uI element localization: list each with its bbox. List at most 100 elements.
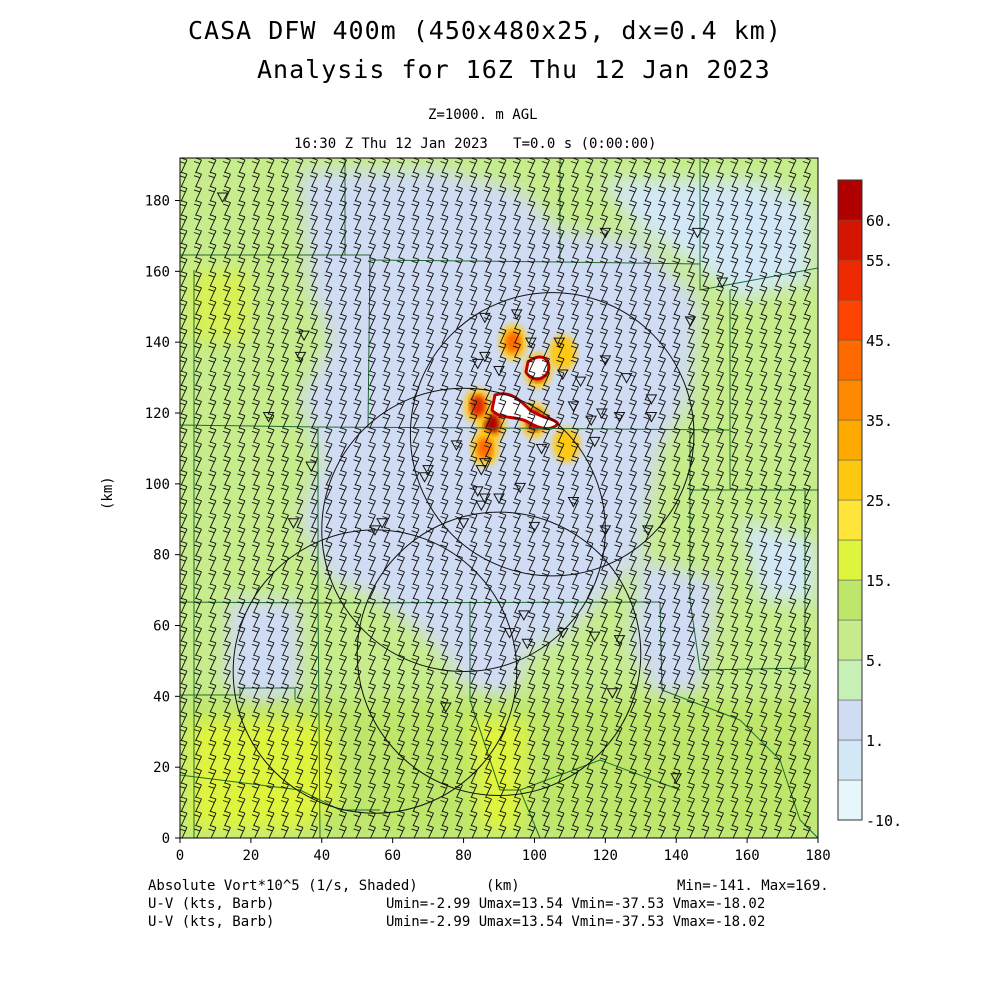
wind-barb (396, 824, 405, 838)
wind-barb (469, 285, 478, 301)
wind-barb (440, 398, 449, 415)
wind-barb (367, 682, 376, 699)
wind-barb (556, 697, 565, 713)
wind-barb (469, 427, 478, 443)
wind-barb (744, 753, 753, 770)
station-triangle (422, 465, 434, 476)
wind-barb (686, 185, 695, 202)
wind-barb (570, 682, 579, 699)
wind-barb (744, 214, 753, 230)
wind-barb (802, 555, 811, 571)
wind-barb (701, 768, 710, 784)
wind-barb (759, 356, 768, 372)
wind-barb (338, 484, 347, 500)
wind-barb (309, 498, 318, 514)
wind-barb (628, 824, 637, 838)
wind-barb (686, 441, 695, 458)
wind-barb (498, 413, 507, 429)
colorbar-segment (837, 739, 863, 781)
wind-barb (599, 796, 608, 813)
wind-barb (208, 753, 217, 770)
wind-barb (411, 782, 420, 798)
wind-barb (802, 441, 811, 458)
wind-barb (469, 597, 478, 614)
wind-barb (324, 526, 333, 543)
wind-barb (628, 555, 637, 571)
wind-barb (498, 512, 507, 529)
wind-barb (396, 327, 405, 344)
wind-barb (469, 782, 478, 798)
wind-barb (744, 569, 753, 585)
wind-barb (425, 753, 434, 770)
wind-barb (773, 540, 782, 557)
wind-barb (295, 540, 304, 557)
wind-barb (208, 597, 217, 614)
colorbar-segment (837, 259, 863, 301)
wind-barb (222, 611, 231, 628)
wind-barb (541, 540, 550, 557)
wind-barb (266, 711, 275, 727)
wind-barb (512, 327, 521, 344)
wind-barb (527, 469, 536, 486)
wind-barb (773, 569, 782, 585)
wind-barb (657, 469, 666, 486)
x-tick-label: 60 (384, 848, 401, 864)
wind-barb (773, 356, 782, 372)
wind-barb (527, 512, 536, 529)
wind-barb (672, 313, 681, 330)
wind-barb (744, 626, 753, 642)
wind-barb (353, 768, 362, 784)
wind-barb (643, 327, 652, 344)
wind-barb (251, 668, 260, 685)
wind-barb (208, 498, 217, 514)
wind-barb (744, 228, 753, 245)
wind-barb (802, 413, 811, 429)
wind-barb (382, 200, 391, 216)
wind-barb (788, 342, 797, 358)
wind-barb (614, 526, 623, 543)
wind-barb (295, 214, 304, 230)
wind-barb (483, 711, 492, 727)
wind-barb (701, 526, 710, 543)
wind-barb (440, 214, 449, 230)
wind-barb (309, 824, 318, 838)
station-triangle (556, 628, 569, 639)
wind-barb (396, 484, 405, 500)
wind-barb (280, 342, 289, 358)
station-triangle (216, 192, 229, 203)
wind-barb (338, 626, 347, 642)
wind-barb (672, 711, 681, 727)
wind-barb (425, 498, 434, 514)
wind-barb (295, 725, 304, 742)
wind-barb (498, 455, 507, 472)
wind-barb (614, 725, 623, 742)
wind-barb (686, 555, 695, 571)
wind-barb (759, 398, 768, 415)
wind-barb (773, 171, 782, 188)
wind-barb (773, 185, 782, 202)
wind-barb (396, 668, 405, 685)
wind-barb (193, 427, 202, 443)
wind-barb (759, 299, 768, 316)
wind-barb (541, 171, 550, 188)
colorbar-segment (837, 779, 863, 821)
wind-barb (570, 327, 579, 344)
wind-barb (483, 285, 492, 301)
wind-barb (556, 427, 565, 443)
wind-barb (237, 185, 246, 202)
wind-barb (599, 697, 608, 713)
wind-barb (411, 611, 420, 628)
wind-barb (570, 569, 579, 585)
wind-barb (556, 200, 565, 216)
wind-barb (396, 256, 405, 273)
wind-barb (643, 782, 652, 798)
wind-barb (280, 711, 289, 727)
wind-barb (382, 711, 391, 727)
wind-barb (744, 697, 753, 713)
wind-barb (237, 398, 246, 415)
wind-barb (266, 370, 275, 387)
wind-barb (672, 640, 681, 656)
vector-label-1: U-V (kts, Barb) (148, 896, 275, 912)
wind-barb (295, 271, 304, 287)
wind-barb (686, 469, 695, 486)
